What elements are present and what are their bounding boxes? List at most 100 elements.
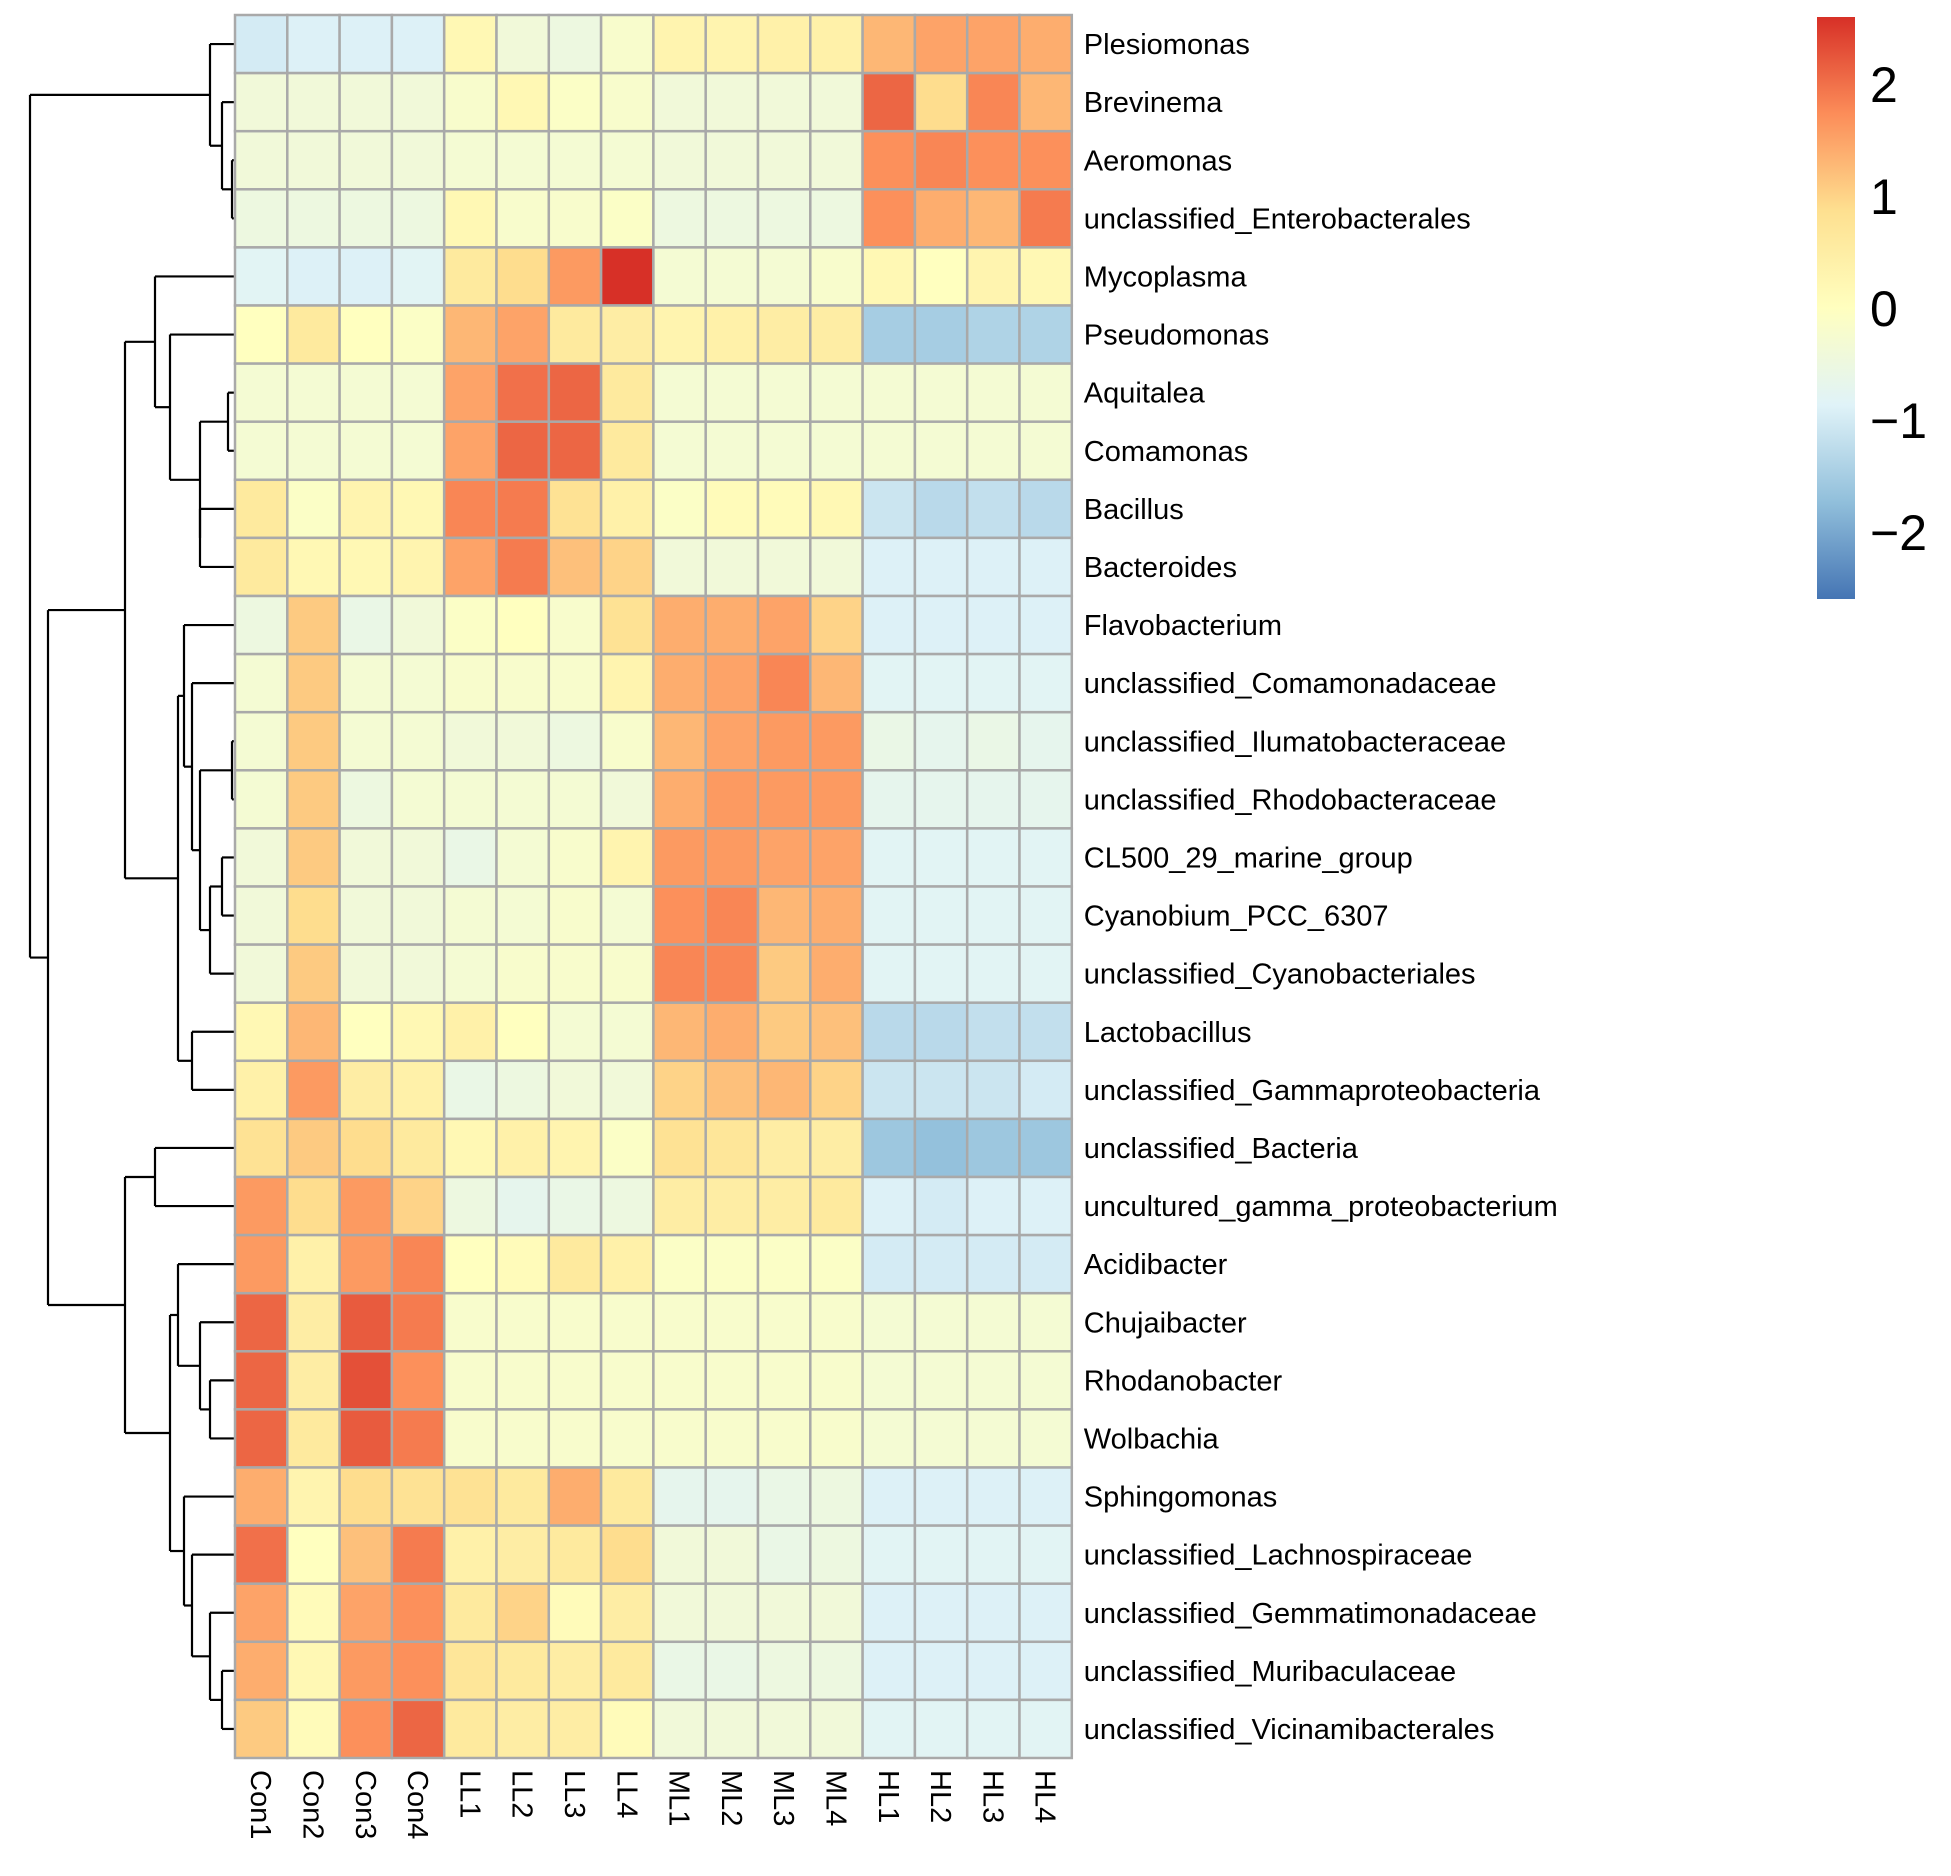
heatmap-cell bbox=[286, 594, 341, 656]
heatmap-cell bbox=[652, 1233, 707, 1295]
column-label: ML2 bbox=[715, 1770, 747, 1826]
heatmap-cell bbox=[233, 769, 289, 830]
heatmap-cell bbox=[1018, 536, 1074, 598]
heatmap-cell bbox=[547, 594, 603, 656]
heatmap-cell bbox=[547, 1233, 603, 1295]
heatmap-cell bbox=[599, 1233, 655, 1295]
heatmap-cell bbox=[913, 1175, 969, 1237]
heatmap-cell bbox=[233, 1233, 289, 1295]
heatmap-cell bbox=[286, 1059, 341, 1121]
heatmap-cell bbox=[495, 1059, 551, 1121]
heatmap-cell bbox=[652, 1350, 707, 1411]
heatmap-cell bbox=[547, 420, 603, 482]
heatmap-cell bbox=[756, 1408, 812, 1469]
row-label: unclassified_Ilumatobacteraceae bbox=[1084, 726, 1506, 758]
heatmap-cell bbox=[495, 1582, 551, 1644]
heatmap-cell bbox=[390, 652, 446, 714]
heatmap-cell bbox=[965, 827, 1021, 888]
row-label: Mycoplasma bbox=[1084, 261, 1248, 293]
heatmap-cell bbox=[756, 1582, 812, 1644]
heatmap-cell bbox=[233, 420, 289, 482]
heatmap-cell bbox=[599, 1001, 655, 1063]
row-label: unclassified_Lachnospiraceae bbox=[1084, 1540, 1473, 1572]
heatmap-cell bbox=[547, 769, 603, 830]
heatmap-cell bbox=[286, 129, 341, 191]
heatmap-cell bbox=[599, 1640, 655, 1702]
heatmap-cell bbox=[913, 362, 969, 423]
heatmap-cell bbox=[704, 769, 760, 830]
heatmap-cell bbox=[1018, 1466, 1074, 1527]
heatmap-cell bbox=[390, 478, 446, 540]
heatmap-cell bbox=[338, 827, 394, 888]
heatmap-cell bbox=[547, 71, 603, 133]
heatmap-cell bbox=[756, 885, 812, 946]
heatmap-cell bbox=[338, 13, 394, 75]
heatmap-cell bbox=[913, 652, 969, 714]
heatmap-cell bbox=[495, 710, 551, 772]
heatmap-cell bbox=[861, 710, 917, 772]
heatmap-cell bbox=[233, 304, 289, 365]
heatmap-cell bbox=[1018, 1582, 1074, 1644]
heatmap-cell bbox=[965, 1350, 1021, 1411]
heatmap-cell bbox=[286, 827, 341, 888]
heatmap-cell bbox=[704, 536, 760, 598]
heatmap-cell bbox=[495, 188, 551, 249]
heatmap-cell bbox=[861, 1175, 917, 1237]
heatmap-cell bbox=[442, 594, 498, 656]
heatmap-cell bbox=[1018, 478, 1074, 540]
heatmap-cell bbox=[338, 1059, 394, 1121]
heatmap-cell bbox=[442, 246, 498, 307]
heatmap-cell bbox=[756, 710, 812, 772]
heatmap-cell bbox=[599, 188, 655, 249]
column-labels: Con1 Con2 Con3 Con4 LL1 LL2 LL3 LL4 ML1 ML2 ML3 ML4… bbox=[244, 1770, 1061, 1839]
heatmap-cell bbox=[809, 594, 864, 656]
heatmap-cell bbox=[338, 1001, 394, 1063]
heatmap-cell bbox=[442, 304, 498, 365]
row-label: uncultured_gamma_proteobacterium bbox=[1084, 1191, 1558, 1223]
heatmap-cell bbox=[233, 362, 289, 423]
heatmap-cell bbox=[286, 1233, 341, 1295]
heatmap-cell bbox=[913, 1291, 969, 1353]
colorbar-tick-label: −1 bbox=[1870, 393, 1927, 449]
heatmap-cell bbox=[286, 943, 341, 1004]
heatmap-cell bbox=[652, 769, 707, 830]
heatmap-cell bbox=[442, 1408, 498, 1469]
heatmap-cell bbox=[913, 13, 969, 75]
heatmap-cell bbox=[390, 1001, 446, 1063]
heatmap-cell bbox=[704, 1582, 760, 1644]
heatmap-cell bbox=[652, 1059, 707, 1121]
heatmap-cell bbox=[809, 1117, 864, 1179]
heatmap-cell bbox=[338, 1175, 394, 1237]
heatmap-cell bbox=[442, 943, 498, 1004]
heatmap-cell bbox=[442, 13, 498, 75]
heatmap-cell bbox=[704, 1408, 760, 1469]
heatmap-cell bbox=[338, 1408, 394, 1469]
heatmap-cell bbox=[495, 478, 551, 540]
heatmap-cell bbox=[965, 1640, 1021, 1702]
heatmap-cell bbox=[286, 1524, 341, 1585]
heatmap-cell bbox=[756, 1059, 812, 1121]
heatmap-cell bbox=[809, 1291, 864, 1353]
row-label: unclassified_Enterobacterales bbox=[1084, 203, 1471, 235]
heatmap-cell bbox=[1018, 769, 1074, 830]
heatmap-cell bbox=[547, 1524, 603, 1585]
heatmap-cell bbox=[965, 1059, 1021, 1121]
heatmap-cell bbox=[861, 594, 917, 656]
heatmap-cell bbox=[704, 13, 760, 75]
heatmap-cell bbox=[965, 478, 1021, 540]
heatmap-cell bbox=[495, 1233, 551, 1295]
heatmap-cell bbox=[390, 362, 446, 423]
row-label: CL500_29_marine_group bbox=[1084, 842, 1413, 874]
heatmap-cell bbox=[233, 1698, 289, 1760]
heatmap-cell bbox=[1018, 1059, 1074, 1121]
heatmap-cell bbox=[442, 710, 498, 772]
colorbar-tick-label: 1 bbox=[1870, 169, 1898, 225]
heatmap-cell bbox=[390, 1350, 446, 1411]
heatmap-cell bbox=[442, 1466, 498, 1527]
heatmap-cell bbox=[495, 362, 551, 423]
heatmap-cell bbox=[809, 129, 864, 191]
heatmap-cell bbox=[442, 1524, 498, 1585]
heatmap-cell bbox=[495, 943, 551, 1004]
heatmap-cell bbox=[442, 71, 498, 133]
column-label: Con3 bbox=[349, 1770, 381, 1839]
